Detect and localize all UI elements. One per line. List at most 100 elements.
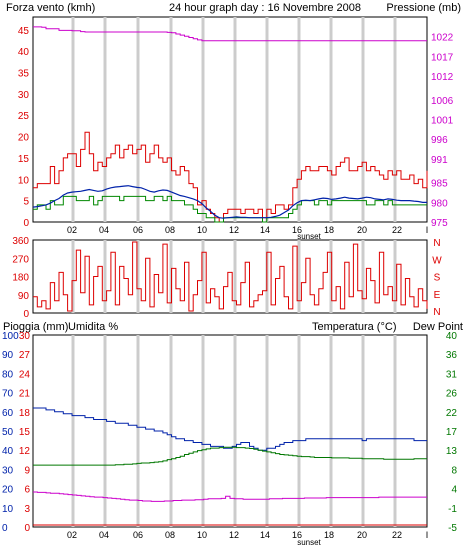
sunset-label: sunset [297, 538, 321, 547]
humidity-tick-label: 0 [2, 523, 8, 534]
temperature-tick-label: 17 [446, 427, 458, 438]
pressure-tick-label: 1017 [431, 52, 454, 63]
rain-tick-label: 21 [19, 389, 31, 400]
rain-axis-title: Pioggia (mm) [3, 321, 68, 333]
climate-x-tick-label: I [426, 530, 429, 540]
wind-x-tick-label: 10 [197, 225, 207, 235]
chart-title: 24 hour graph day : 16 Novembre 2008 [169, 2, 361, 14]
wind-tick-label: 5 [23, 197, 29, 208]
humidity-tick-label: 60 [2, 408, 14, 419]
climate-x-tick-label: 16 [292, 530, 302, 540]
climate-x-tick-label: 18 [324, 530, 334, 540]
temperature-tick-label: 31 [446, 369, 458, 380]
wind-gust-series [33, 131, 428, 223]
wind-x-tick-label: I [426, 225, 429, 235]
rain-tick-label: 15 [19, 427, 31, 438]
temperature-tick-label: 22 [446, 408, 458, 419]
wind-plot-frame [32, 16, 428, 223]
wind-x-tick-label: 08 [165, 225, 175, 235]
pressure-tick-label: 991 [431, 155, 448, 166]
direction-plot-frame [32, 239, 428, 314]
humidity-tick-label: 90 [2, 350, 14, 361]
rain-tick-label: 6 [24, 485, 30, 496]
compass-tick-label: S [434, 273, 441, 284]
wind-tick-label: 25 [18, 111, 30, 122]
humidity-tick-label: 10 [2, 504, 14, 515]
compass-tick-label: N [433, 238, 440, 249]
pressure-tick-label: 1001 [431, 116, 454, 127]
pressure-tick-label: 1022 [431, 33, 454, 44]
wind-x-tick-label: 16 [292, 225, 302, 235]
rain-tick-label: 30 [19, 331, 31, 342]
humidity-tick-label: 20 [2, 485, 14, 496]
humidity-tick-label: 40 [2, 446, 14, 457]
pressure-axis-title: Pressione (mb) [386, 2, 461, 14]
humidity-tick-label: 100 [2, 331, 19, 342]
dewpoint-axis-title: Dew Point [413, 321, 463, 333]
temperature-series [33, 446, 427, 466]
temperature-tick-label: 4 [451, 485, 457, 496]
direction-tick-label: 360 [12, 236, 29, 247]
humidity-tick-label: 70 [2, 389, 14, 400]
humidity-tick-label: 30 [2, 465, 14, 476]
compass-tick-label: N [433, 307, 440, 318]
pressure-tick-label: 975 [431, 218, 448, 229]
rain-tick-label: 12 [19, 446, 31, 457]
wind-tick-label: 45 [18, 26, 30, 37]
wind-tick-label: 20 [18, 133, 30, 144]
climate-x-tick-label: 10 [197, 530, 207, 540]
rain-tick-label: 18 [19, 408, 31, 419]
wind-x-tick-label: 04 [99, 225, 109, 235]
sunset-label: sunset [297, 232, 321, 241]
humidity-series [33, 407, 427, 451]
wind-tick-label: 10 [18, 175, 30, 186]
climate-x-tick-label: 14 [260, 530, 270, 540]
rain-tick-label: 27 [19, 350, 31, 361]
humidity-tick-label: 80 [2, 369, 14, 380]
wind-x-tick-label: 02 [67, 225, 77, 235]
pressure-tick-label: 980 [431, 198, 448, 209]
wind-mean-series [32, 185, 427, 219]
rain-tick-label: 0 [24, 523, 30, 534]
climate-x-tick-label: 12 [229, 530, 239, 540]
pressure-series [33, 26, 427, 42]
wind-tick-label: 30 [18, 90, 30, 101]
temperature-axis-title: Temperatura (°C) [312, 321, 396, 333]
climate-x-tick-label: 04 [99, 530, 109, 540]
wind-axis-title: Forza vento (kmh) [6, 2, 95, 14]
climate-x-tick-label: 22 [392, 530, 402, 540]
climate-plot-frame [32, 334, 428, 528]
humidity-tick-label: 50 [2, 427, 14, 438]
pressure-tick-label: 996 [431, 135, 448, 146]
direction-tick-label: 270 [12, 254, 29, 265]
rain-tick-label: 3 [24, 504, 30, 515]
wind-x-tick-label: 06 [133, 225, 143, 235]
temperature-tick-label: 36 [446, 350, 458, 361]
wind-x-tick-label: 18 [324, 225, 334, 235]
direction-tick-label: 180 [12, 273, 29, 284]
temperature-tick-label: 8 [451, 465, 457, 476]
wind-x-tick-label: 12 [229, 225, 239, 235]
direction-tick-label: 90 [18, 291, 30, 302]
temperature-tick-label: 40 [446, 331, 458, 342]
wind-direction-series [33, 241, 428, 312]
pressure-tick-label: 985 [431, 179, 448, 190]
chart-layer: 0510152025303540459759809859919961001100… [2, 16, 458, 547]
wind-tick-label: 0 [23, 218, 29, 229]
direction-tick-label: 0 [23, 309, 29, 320]
rain-tick-label: 24 [19, 369, 31, 380]
wind-average-series [33, 195, 427, 223]
compass-tick-label: W [432, 255, 442, 266]
temperature-tick-label: 13 [446, 446, 458, 457]
compass-tick-label: E [434, 290, 441, 301]
climate-x-tick-label: 20 [357, 530, 367, 540]
wind-x-tick-label: 22 [392, 225, 402, 235]
wind-tick-label: 35 [18, 69, 30, 80]
wind-x-tick-label: 20 [357, 225, 367, 235]
climate-x-tick-label: 02 [67, 530, 77, 540]
wind-tick-label: 15 [18, 154, 30, 165]
temperature-tick-label: 26 [446, 389, 458, 400]
temperature-tick-label: -5 [448, 523, 457, 534]
wind-x-tick-label: 14 [260, 225, 270, 235]
